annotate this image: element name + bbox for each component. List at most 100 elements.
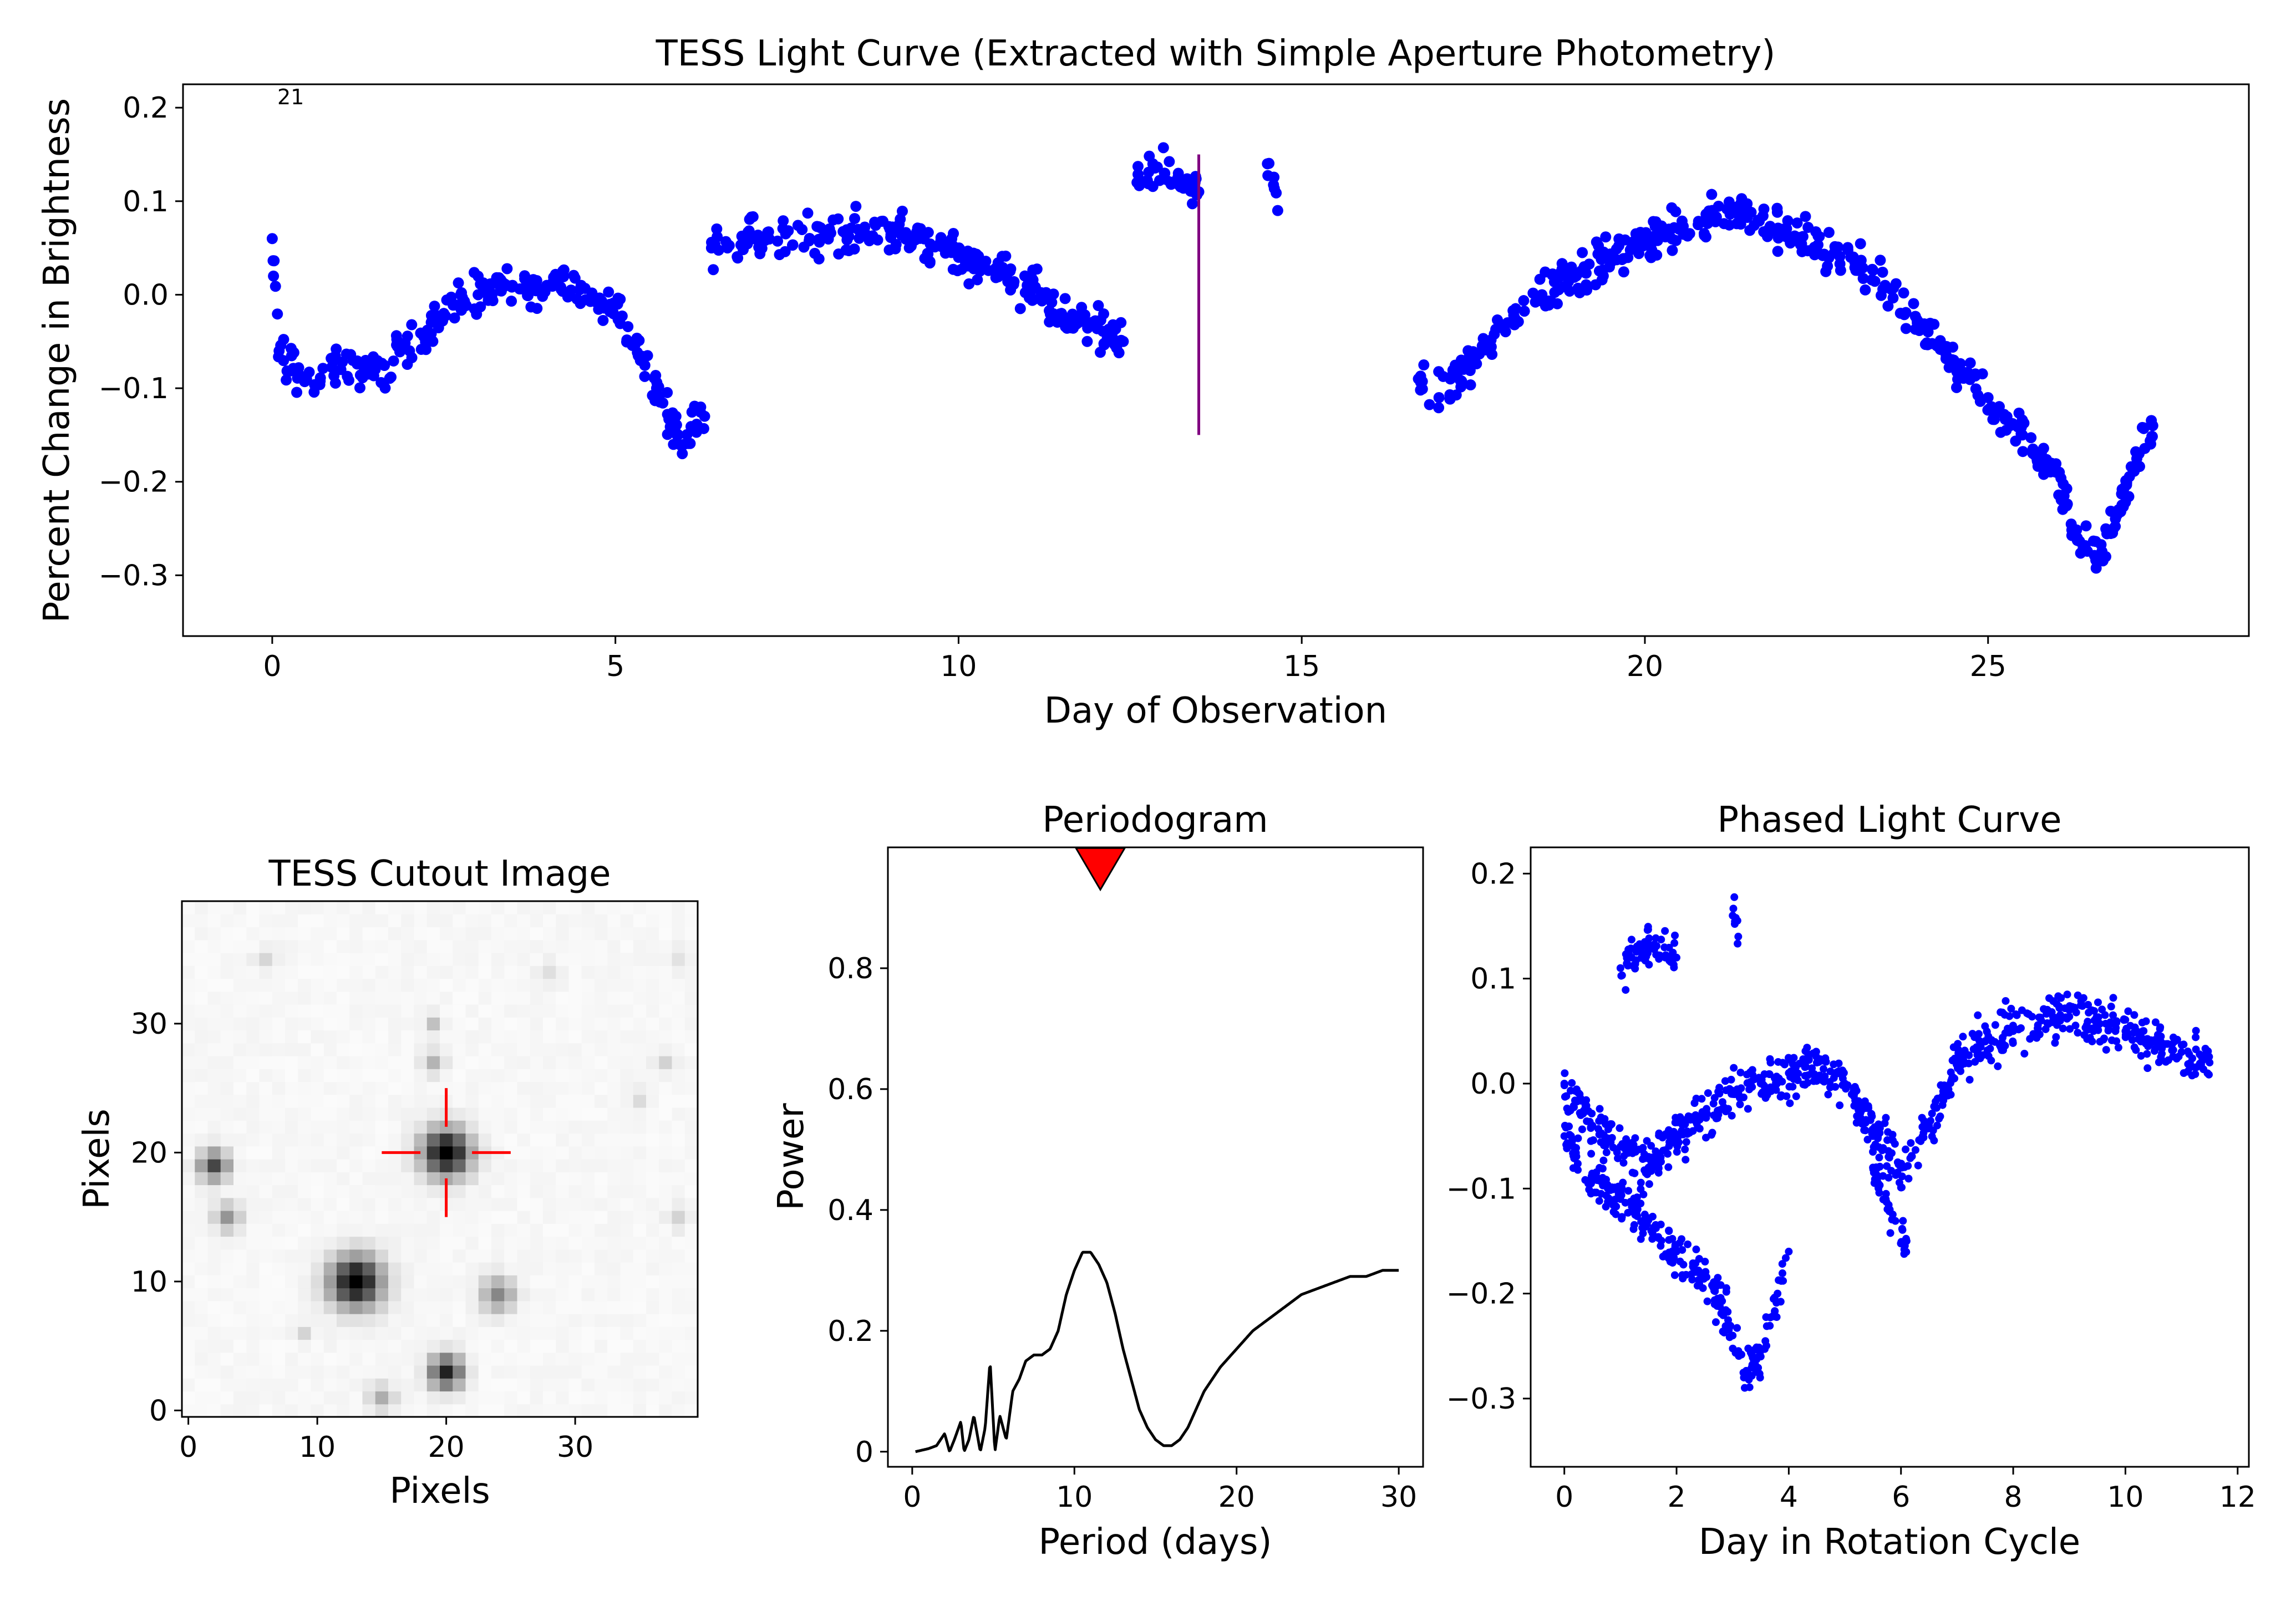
data-point (522, 289, 534, 301)
image-pixel (684, 1133, 698, 1147)
image-pixel (259, 1094, 273, 1108)
image-pixel (607, 1094, 621, 1108)
image-pixel (543, 1069, 556, 1082)
image-pixel (453, 1300, 466, 1314)
data-point (1617, 972, 1626, 980)
image-pixel (440, 1120, 453, 1134)
image-pixel (453, 1262, 466, 1275)
data-point (1984, 1052, 1993, 1060)
data-point (1566, 1131, 1574, 1139)
data-point (870, 220, 881, 231)
data-point (1673, 1116, 1681, 1125)
image-pixel (568, 1339, 582, 1353)
data-point (962, 245, 974, 257)
image-pixel (414, 1288, 428, 1302)
image-pixel (504, 1339, 518, 1353)
image-pixel (298, 953, 312, 966)
image-pixel (568, 1004, 582, 1018)
data-point (1703, 1297, 1711, 1305)
data-point (597, 314, 609, 326)
image-pixel (233, 1404, 247, 1417)
data-point (1518, 306, 1530, 317)
data-point (2204, 1070, 2213, 1079)
image-pixel (633, 1223, 647, 1237)
image-pixel (595, 1133, 608, 1147)
data-point (1596, 1163, 1604, 1172)
image-pixel (182, 1120, 195, 1134)
image-pixel (246, 1326, 260, 1340)
image-pixel (246, 1120, 260, 1134)
image-pixel (684, 1391, 698, 1405)
image-pixel (246, 1030, 260, 1044)
periodogram-panel: 0 10 20 30 00.20.40.60.8 Periodogram Period… (771, 800, 1424, 1563)
data-point (1433, 402, 1445, 414)
data-point (1795, 1060, 1804, 1068)
data-point (2051, 1014, 2059, 1022)
data-point (1719, 1311, 1728, 1319)
data-point (1941, 349, 1952, 361)
image-pixel (401, 1043, 415, 1056)
data-point (1668, 222, 1680, 233)
image-pixel (465, 1262, 479, 1275)
data-point (1613, 1148, 1621, 1156)
image-pixel (285, 1339, 298, 1353)
image-pixel (530, 914, 543, 928)
light-curve-ylabel: Percent Change in Brightness (37, 98, 78, 623)
image-pixel (440, 1056, 453, 1069)
image-pixel (659, 1352, 673, 1366)
data-point (1465, 379, 1476, 391)
data-point (1894, 307, 1906, 319)
data-point (506, 296, 517, 307)
data-point (1762, 1322, 1771, 1330)
data-point (1654, 1233, 1663, 1241)
image-pixel (465, 1391, 479, 1405)
data-point (1740, 1384, 1749, 1392)
image-pixel (207, 1288, 221, 1302)
image-pixel (607, 1223, 621, 1237)
image-pixel (414, 914, 428, 928)
x-tick-label: 0 (263, 650, 281, 683)
data-point (747, 211, 759, 222)
image-pixel (182, 1275, 195, 1289)
image-pixel (323, 1017, 337, 1031)
image-pixel (440, 1069, 453, 1082)
image-pixel (426, 1094, 440, 1108)
image-pixel (672, 1249, 685, 1263)
image-pixel (465, 914, 479, 928)
data-point (1727, 1075, 1735, 1084)
data-point (1715, 1084, 1724, 1092)
data-point (1934, 335, 1946, 347)
image-pixel (504, 965, 518, 979)
data-point (456, 287, 468, 298)
image-pixel (349, 1172, 363, 1186)
image-pixel (323, 1120, 337, 1134)
image-pixel (220, 1120, 234, 1134)
image-pixel (465, 1056, 479, 1069)
image-pixel (401, 1339, 415, 1353)
data-point (2102, 1046, 2110, 1054)
image-pixel (298, 1223, 312, 1237)
image-pixel (491, 1211, 505, 1224)
data-point (1731, 914, 1740, 922)
image-pixel (259, 1120, 273, 1134)
image-pixel (233, 1262, 247, 1275)
data-point (1634, 239, 1645, 251)
image-pixel (568, 965, 582, 979)
image-pixel (607, 939, 621, 953)
data-point (1847, 251, 1859, 263)
data-point (677, 448, 688, 460)
data-point (1870, 1143, 1878, 1151)
data-point (922, 247, 933, 259)
data-point (288, 347, 299, 358)
image-pixel (311, 1056, 324, 1069)
image-pixel (337, 991, 350, 1005)
image-pixel (620, 1069, 634, 1082)
image-pixel (491, 953, 505, 966)
image-pixel (684, 927, 698, 941)
image-pixel (285, 1249, 298, 1263)
data-point (1470, 349, 1482, 361)
data-point (1749, 1071, 1757, 1079)
image-pixel (285, 1352, 298, 1366)
data-point (1547, 268, 1558, 280)
image-pixel (684, 1365, 698, 1379)
